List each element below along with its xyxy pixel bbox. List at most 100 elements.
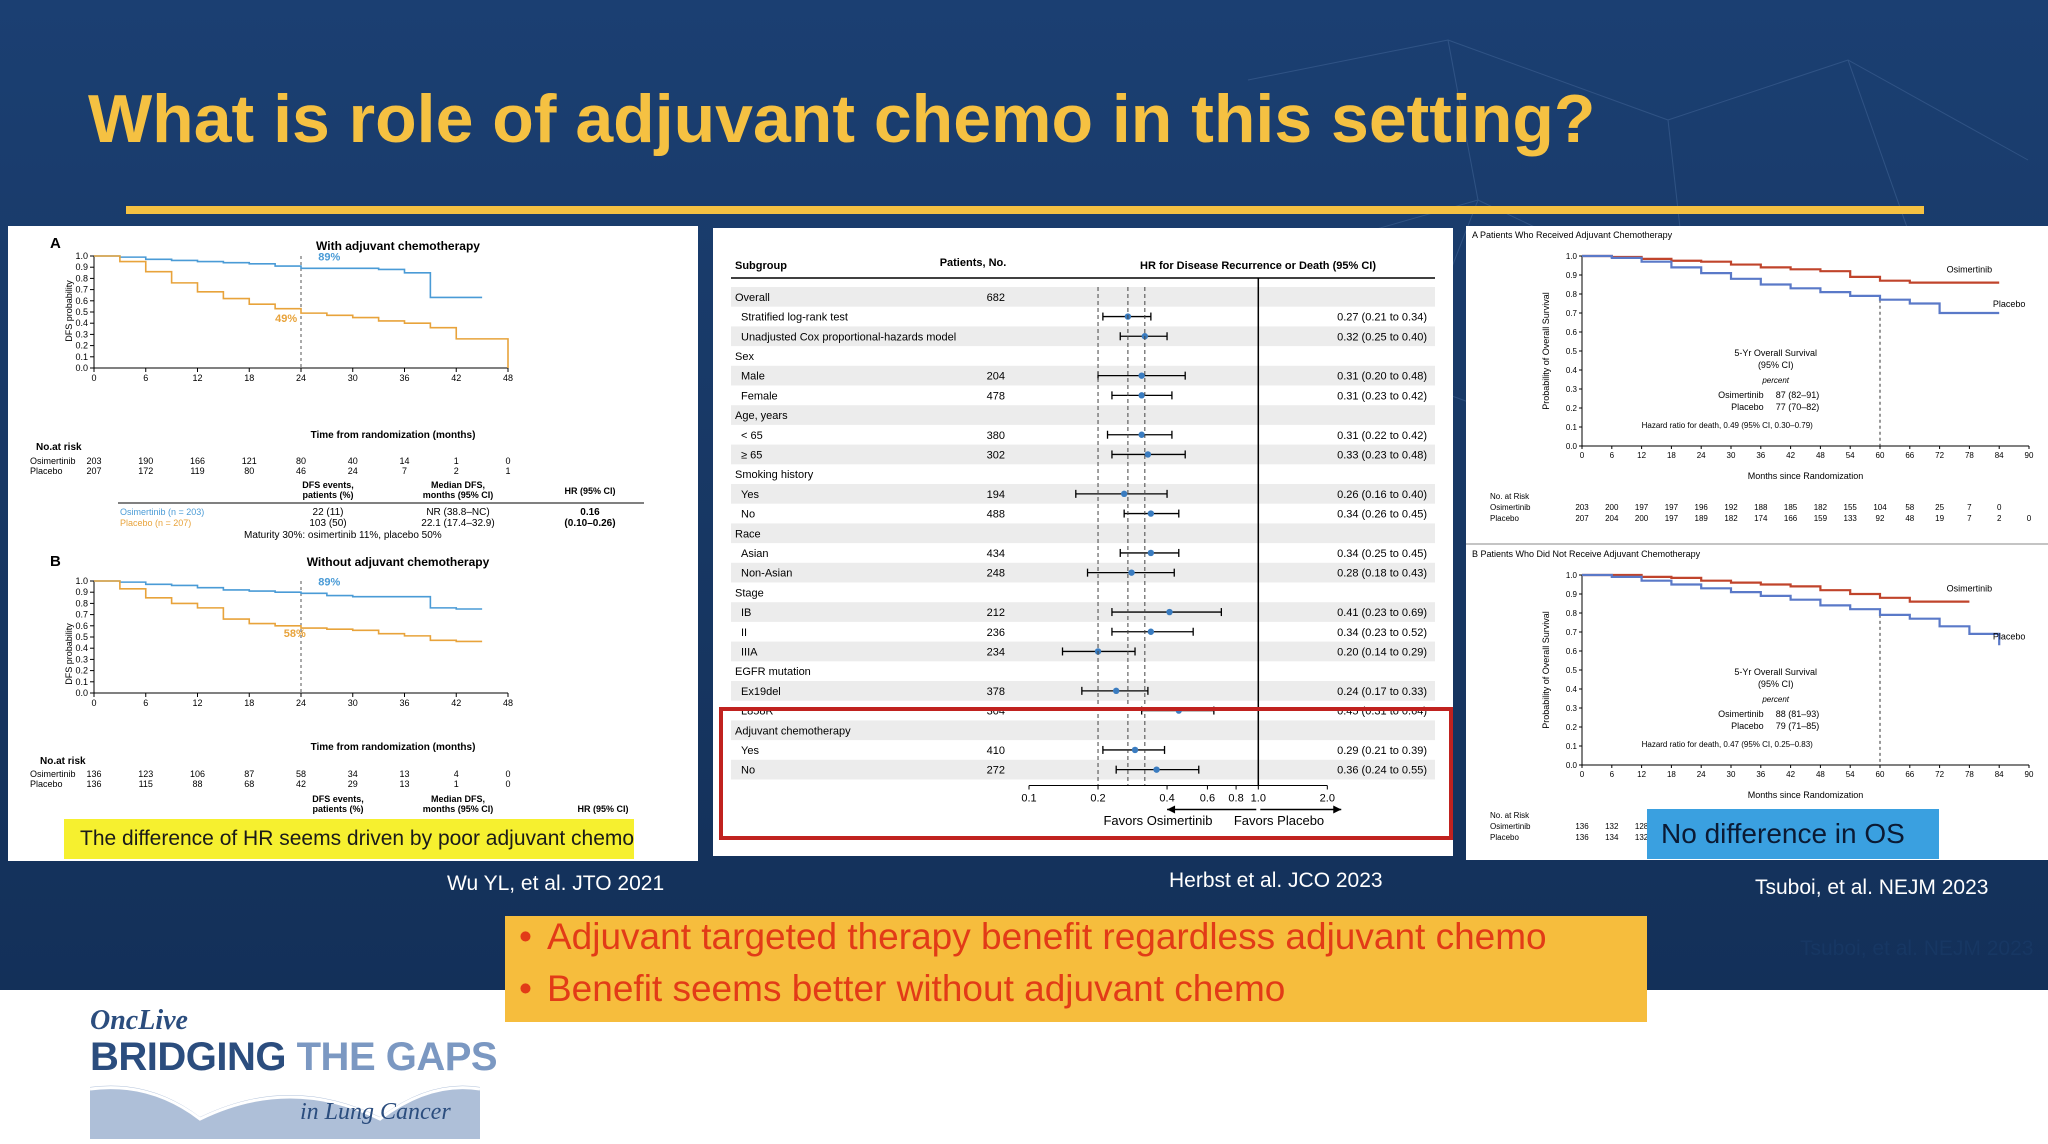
os-x-tick-label: 42: [1786, 451, 1795, 460]
os-risk-value: 189: [1695, 514, 1709, 523]
placebo-curve: [94, 580, 483, 643]
os-risk-value: 48: [1905, 514, 1914, 523]
os-risk-value: 25: [1935, 503, 1944, 512]
os-risk-value: 0: [2027, 514, 2032, 523]
table-median-pbo: 22.1 (17.4–32.9): [421, 518, 494, 529]
os-y-label: Probability of Overall Survival: [1541, 611, 1551, 729]
table-hr-ci: (0.10–0.26): [564, 518, 615, 529]
y-tick-label: 0.4: [75, 643, 88, 653]
risk-value: 24: [348, 466, 358, 476]
forest-row-label: Asian: [741, 548, 769, 560]
y-tick-label: 0.5: [75, 307, 88, 317]
table-header-events-1: DFS events,: [302, 480, 354, 490]
os-box-value: 87 (82–91): [1776, 390, 1820, 400]
forest-x-tick-label: 0.2: [1090, 793, 1105, 805]
table-b-header-events-1: DFS events,: [312, 794, 364, 804]
os-risk-value: 203: [1575, 503, 1589, 512]
os-risk-value: 166: [1784, 514, 1798, 523]
os-risk-value: 182: [1814, 503, 1828, 512]
risk-value: 2: [454, 466, 459, 476]
y-tick-label: 0.1: [75, 352, 88, 362]
y-tick-label: 0.0: [75, 688, 88, 698]
table-hr-value: 0.16: [580, 507, 600, 518]
os-legend-osimertinib: Osimertinib: [1947, 584, 1993, 594]
os-x-tick-label: 60: [1876, 451, 1885, 460]
forest-row-ci: 0.34 (0.23 to 0.52): [1337, 627, 1427, 639]
forest-row-n: 194: [987, 489, 1005, 501]
caption-right: Tsuboi, et al. NEJM 2023: [1755, 876, 1989, 899]
km-dfs-panel: A With adjuvant chemotherapy DFS probabi…: [8, 226, 698, 861]
forest-header-patients: Patients, No.: [940, 257, 1007, 269]
logo-brand: OncLive: [90, 1005, 188, 1036]
forest-row-ci: 0.31 (0.20 to 0.48): [1337, 371, 1427, 383]
risk-value: 0: [505, 769, 510, 779]
os-x-tick-label: 0: [1580, 451, 1585, 460]
takeaway-item-1: • Adjuvant targeted therapy benefit regar…: [519, 916, 1547, 957]
os-panel-title: B Patients Who Did Not Receive Adjuvant …: [1472, 549, 1701, 559]
os-risk-value: 134: [1605, 833, 1619, 842]
risk-value: 136: [86, 769, 101, 779]
x-tick-label: 0: [91, 698, 96, 708]
caption-left: Wu YL, et al. JTO 2021: [447, 872, 665, 895]
forest-row-stripe: [731, 444, 1435, 465]
forest-row-ci: 0.36 (0.24 to 0.55): [1337, 765, 1427, 777]
onclive-logo: OncLive BRIDGING THE GAPS in Lung Cancer: [90, 1005, 498, 1139]
forest-point-estimate: [1131, 746, 1139, 754]
forest-point-estimate: [1144, 451, 1152, 458]
os-y-tick-label: 0.9: [1566, 590, 1578, 599]
table-header-median-1: Median DFS,: [431, 480, 485, 490]
forest-row-label: Ex19del: [741, 686, 781, 698]
forest-point-estimate: [1128, 569, 1135, 576]
forest-row-ci: 0.24 (0.17 to 0.33): [1337, 686, 1427, 698]
os-y-tick-label: 0.4: [1566, 366, 1578, 375]
os-risk-value: 196: [1695, 503, 1709, 512]
risk-row-label: Osimertinib: [30, 456, 76, 466]
logo-title: BRIDGING THE GAPS: [90, 1035, 498, 1080]
os-risk-value: 92: [1876, 514, 1885, 523]
risk-value: 7: [402, 466, 407, 476]
y-tick-label: 0.3: [75, 329, 88, 339]
forest-row-ci: 0.28 (0.18 to 0.43): [1337, 568, 1427, 580]
os-placebo-curve: [1582, 573, 2001, 646]
os-box-unit: percent: [1761, 695, 1789, 704]
os-risk-value: 174: [1754, 514, 1768, 523]
os-x-tick-label: 72: [1935, 451, 1944, 460]
forest-point-estimate: [1153, 766, 1160, 773]
y-tick-label: 0.9: [75, 262, 88, 272]
forest-row-n: 488: [987, 509, 1005, 521]
forest-plot-figure: Subgroup Patients, No. HR for Disease Re…: [719, 257, 1453, 840]
favors-placebo-arrowhead: [1333, 805, 1342, 814]
takeaway-text-2: Benefit seems better without adjuvant ch…: [547, 968, 1286, 1009]
takeaway-item-2: • Benefit seems better without adjuvant c…: [519, 968, 1286, 1009]
y-tick-label: 0.7: [75, 610, 88, 620]
forest-row-label: IIIA: [741, 646, 758, 658]
os-y-tick-label: 0.0: [1566, 761, 1578, 770]
risk-value: 1: [454, 779, 459, 789]
forest-plot-panel: Subgroup Patients, No. HR for Disease Re…: [713, 228, 1453, 856]
forest-row-n: 234: [987, 646, 1005, 658]
placebo-rate-label: 49%: [275, 313, 297, 325]
os-risk-value: 200: [1635, 514, 1649, 523]
osimertinib-curve: [94, 580, 483, 610]
y-tick-label: 0.7: [75, 285, 88, 295]
logo-title-part2: THE GAPS: [296, 1035, 498, 1079]
os-x-tick-label: 18: [1667, 770, 1676, 779]
os-hazard-ratio-text: Hazard ratio for death, 0.47 (95% CI, 0.…: [1642, 740, 1814, 749]
os-risk-value: 159: [1814, 514, 1828, 523]
os-risk-value: 19: [1935, 514, 1944, 523]
forest-row-ci: 0.31 (0.22 to 0.42): [1337, 430, 1427, 442]
risk-value: 68: [244, 779, 254, 789]
risk-value: 40: [348, 456, 358, 466]
os-box-arm: Osimertinib: [1718, 390, 1764, 400]
os-x-tick-label: 0: [1580, 770, 1585, 779]
risk-row-label: Osimertinib: [30, 769, 76, 779]
os-x-tick-label: 90: [2025, 451, 2034, 460]
forest-row-label: Female: [741, 390, 778, 402]
os-y-tick-label: 0.1: [1566, 742, 1578, 751]
forest-axis: 0.1 0.2 0.4 0.6 0.8 1.0 2.0: [1021, 278, 1342, 814]
os-x-label: Months since Randomization: [1748, 471, 1864, 481]
forest-point-estimate: [1120, 490, 1128, 498]
forest-row-label: II: [741, 627, 747, 639]
os-x-tick-label: 24: [1697, 451, 1706, 460]
table-median-osi: NR (38.8–NC): [426, 507, 489, 518]
